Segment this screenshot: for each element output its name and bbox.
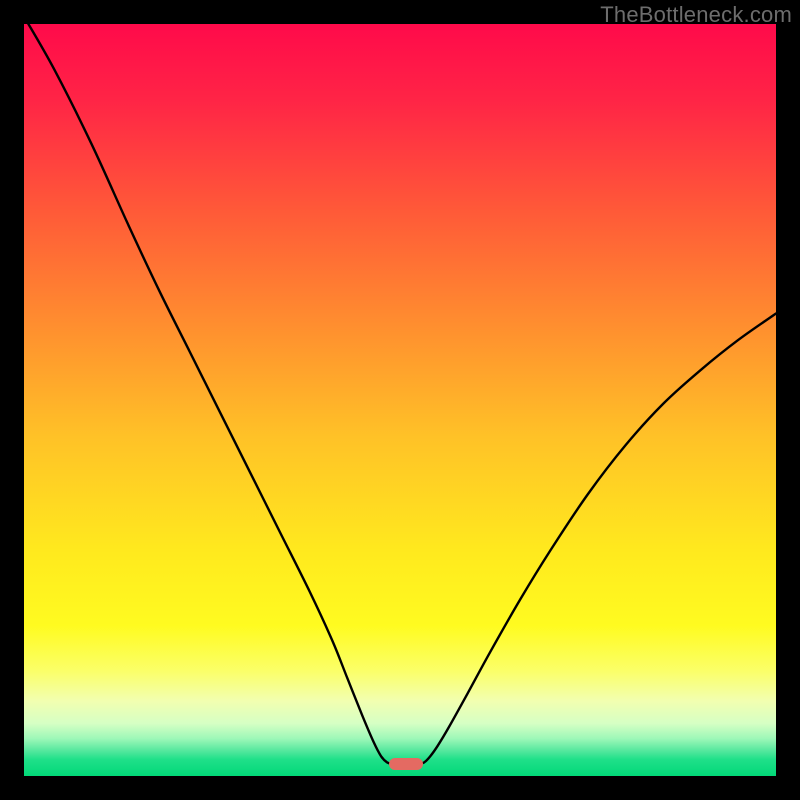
watermark-text: TheBottleneck.com bbox=[600, 2, 792, 28]
bottleneck-curve bbox=[24, 24, 776, 764]
optimal-marker bbox=[389, 758, 423, 771]
chart-container: TheBottleneck.com bbox=[0, 0, 800, 800]
curve-layer bbox=[24, 24, 776, 776]
plot-area bbox=[24, 24, 776, 776]
